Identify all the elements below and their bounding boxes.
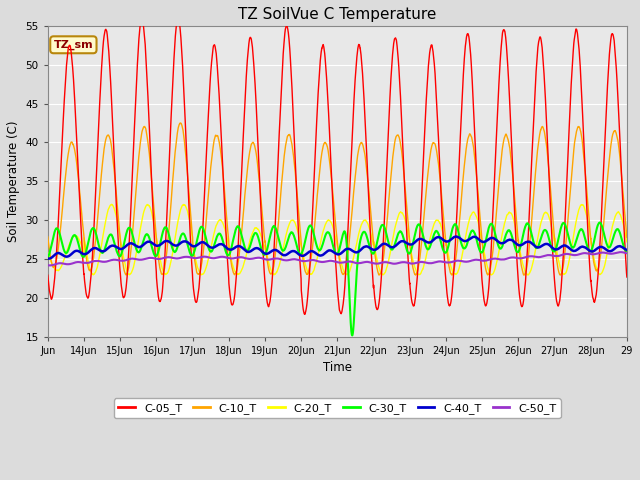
Legend: C-05_T, C-10_T, C-20_T, C-30_T, C-40_T, C-50_T: C-05_T, C-10_T, C-20_T, C-30_T, C-40_T, …: [114, 398, 561, 418]
Title: TZ SoilVue C Temperature: TZ SoilVue C Temperature: [238, 7, 436, 22]
X-axis label: Time: Time: [323, 361, 352, 374]
Text: TZ_sm: TZ_sm: [54, 40, 93, 50]
Y-axis label: Soil Temperature (C): Soil Temperature (C): [7, 120, 20, 242]
